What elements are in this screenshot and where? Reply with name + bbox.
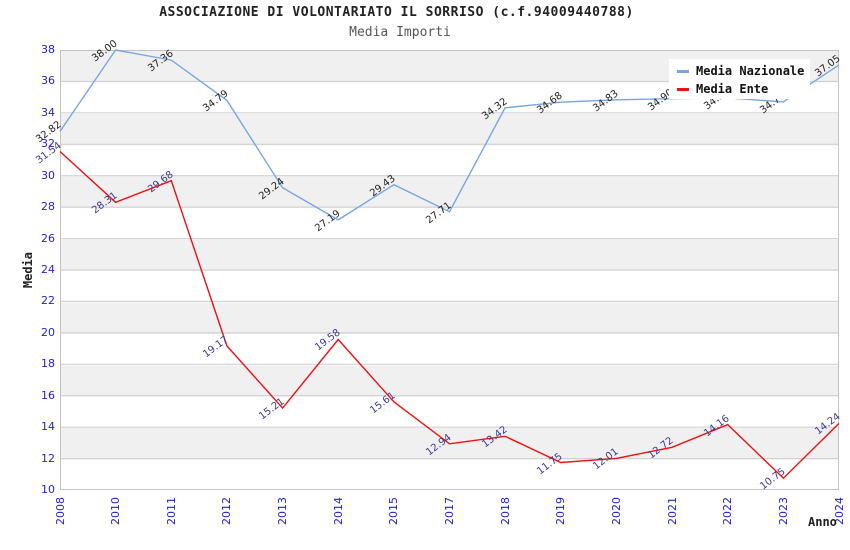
x-tick-label: 2018 — [497, 497, 513, 539]
x-tick-label-text: 2008 — [53, 497, 67, 525]
x-tick-label-text: 2010 — [109, 497, 123, 525]
x-tick-label-text: 2015 — [387, 497, 401, 525]
y-tick-label: 16 — [41, 388, 55, 402]
x-tick-label-text: 2019 — [554, 497, 568, 525]
x-tick-label-text: 2017 — [443, 497, 456, 525]
y-tick-label: 18 — [41, 357, 55, 371]
legend-item-media-ente: Media Ente — [669, 80, 810, 98]
y-tick-label: 30 — [41, 168, 55, 182]
y-tick-label: 36 — [41, 74, 55, 88]
legend-label-media-nazionale: Media Nazionale — [696, 64, 805, 78]
x-tick-label-text: 2011 — [164, 497, 178, 525]
x-tick-label: 2008 — [52, 497, 68, 539]
x-axis-title: Anno — [808, 515, 837, 529]
y-tick-label: 38 — [41, 43, 55, 56]
x-tick-label-text: 2012 — [220, 497, 234, 525]
x-tick-label: 2017 — [442, 497, 458, 539]
y-tick-label: 24 — [41, 263, 55, 276]
plot-area — [60, 50, 839, 490]
x-tick-label-text: 2020 — [609, 497, 623, 525]
y-tick-label: 14 — [41, 420, 55, 434]
media-nazionale-line-swatch-icon — [677, 69, 689, 73]
y-axis-title-text: Media — [21, 252, 35, 289]
x-tick-label-text: 2023 — [776, 497, 790, 525]
legend-item-media-nazionale: Media Nazionale — [669, 62, 810, 80]
x-tick-label-text: 2022 — [721, 497, 735, 525]
x-tick-label-text: 2014 — [331, 497, 345, 525]
x-tick-label: 2023 — [775, 497, 791, 539]
x-tick-label: 2019 — [553, 497, 569, 539]
y-tick-label: 10 — [41, 483, 55, 496]
y-tick-label: 12 — [41, 451, 55, 465]
y-tick-label: 26 — [41, 231, 55, 245]
y-axis-title: Media — [21, 252, 35, 292]
x-tick-label: 2010 — [108, 497, 124, 539]
x-tick-label: 2021 — [664, 497, 680, 539]
y-tick-label: 20 — [41, 325, 55, 339]
x-tick-label: 2011 — [163, 497, 179, 539]
x-tick-label: 2015 — [386, 497, 402, 539]
x-tick-label: 2012 — [219, 497, 235, 539]
legend: Media Nazionale Media Ente — [669, 59, 810, 99]
y-tick-label: 32 — [41, 137, 55, 151]
x-tick-label: 2014 — [330, 497, 346, 539]
x-tick-label-text: 2013 — [276, 497, 290, 525]
chart-title: ASSOCIAZIONE DI VOLONTARIATO IL SORRISO … — [159, 5, 634, 20]
chart-subtitle: Media Importi — [349, 25, 451, 40]
media-ente-line-swatch-icon — [677, 87, 689, 91]
y-tick-label: 22 — [41, 294, 55, 308]
x-tick-label: 2020 — [608, 497, 624, 539]
x-tick-label: 2022 — [720, 497, 736, 539]
y-tick-label: 28 — [41, 200, 55, 214]
legend-label-media-ente: Media Ente — [696, 82, 769, 96]
x-tick-label-text: 2021 — [665, 497, 679, 525]
y-tick-label: 34 — [41, 105, 55, 119]
x-tick-label-text: 2018 — [498, 497, 512, 525]
x-tick-label: 2013 — [275, 497, 291, 539]
